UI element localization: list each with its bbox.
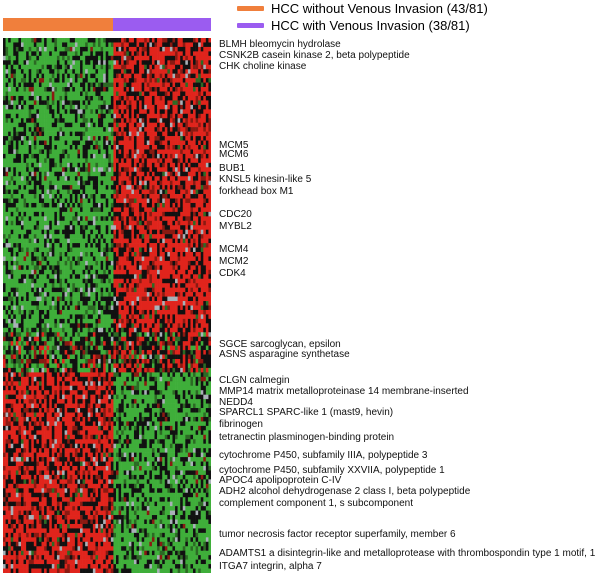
gene-label: CSNK2B casein kinase 2, beta polypeptide (219, 50, 410, 61)
legend-label-without-invasion: HCC without Venous Invasion (43/81) (271, 0, 488, 16)
gene-label: fibrinogen (219, 419, 263, 430)
gene-label: ITGA7 integrin, alpha 7 (219, 561, 322, 572)
gene-label: KNSL5 kinesin-like 5 (219, 174, 312, 185)
heatmap-cells (3, 38, 211, 573)
gene-label: ASNS asparagine synthetase (219, 349, 350, 360)
gene-label: CLGN calmegin (219, 375, 290, 386)
gene-label: CHK choline kinase (219, 61, 307, 72)
gene-label: MCM6 (219, 149, 249, 160)
gene-label: MCM5 (219, 140, 249, 151)
heatmap (3, 38, 211, 573)
gene-label: SPARCL1 SPARC-like 1 (mast9, hevin) (219, 407, 394, 418)
legend: HCC without Venous Invasion (43/81) HCC … (237, 0, 597, 34)
legend-item-with-invasion: HCC with Venous Invasion (38/81) (237, 17, 470, 33)
gene-label: APOC4 apolipoprotein C-IV (219, 475, 342, 486)
gene-label: CDK4 (219, 268, 246, 279)
group-bar-with-invasion (113, 18, 211, 31)
gene-label: cytochrome P450, subfamily XXVIIA, polyp… (219, 465, 445, 476)
gene-label: BUB1 (219, 163, 246, 174)
group-bar-without-invasion (3, 18, 114, 31)
gene-label: MYBL2 (219, 221, 252, 232)
gene-label: complement component 1, s subcomponent (219, 498, 413, 509)
gene-label: tumor necrosis factor receptor superfami… (219, 529, 456, 540)
legend-swatch-with-invasion (237, 22, 264, 28)
heatmap-canvas (3, 38, 211, 573)
sample-group-bar (3, 18, 211, 31)
gene-label-list: BLMH bleomycin hydrolase CSNK2B casein ki… (219, 0, 599, 575)
gene-label: forkhead box M1 (219, 186, 294, 197)
gene-label: ADH2 alcohol dehydrogenase 2 class I, be… (219, 486, 471, 497)
gene-label: SGCE sarcoglycan, epsilon (219, 339, 341, 350)
gene-label: NEDD4 (219, 397, 253, 408)
gene-label: ADAMTS1 a disintegrin-like and metallopr… (219, 548, 596, 559)
legend-item-without-invasion: HCC without Venous Invasion (43/81) (237, 0, 488, 16)
gene-label: CDC20 (219, 209, 252, 220)
gene-label: BLMH bleomycin hydrolase (219, 39, 341, 50)
gene-label: MMP14 matrix metalloproteinase 14 membra… (219, 386, 469, 397)
legend-swatch-without-invasion (237, 5, 264, 11)
gene-label: MCM2 (219, 256, 249, 267)
gene-label: tetranectin plasminogen-binding protein (219, 432, 395, 443)
gene-label: MCM4 (219, 244, 249, 255)
legend-label-with-invasion: HCC with Venous Invasion (38/81) (271, 17, 470, 33)
gene-label: cytochrome P450, subfamily IIIA, polypep… (219, 450, 428, 461)
